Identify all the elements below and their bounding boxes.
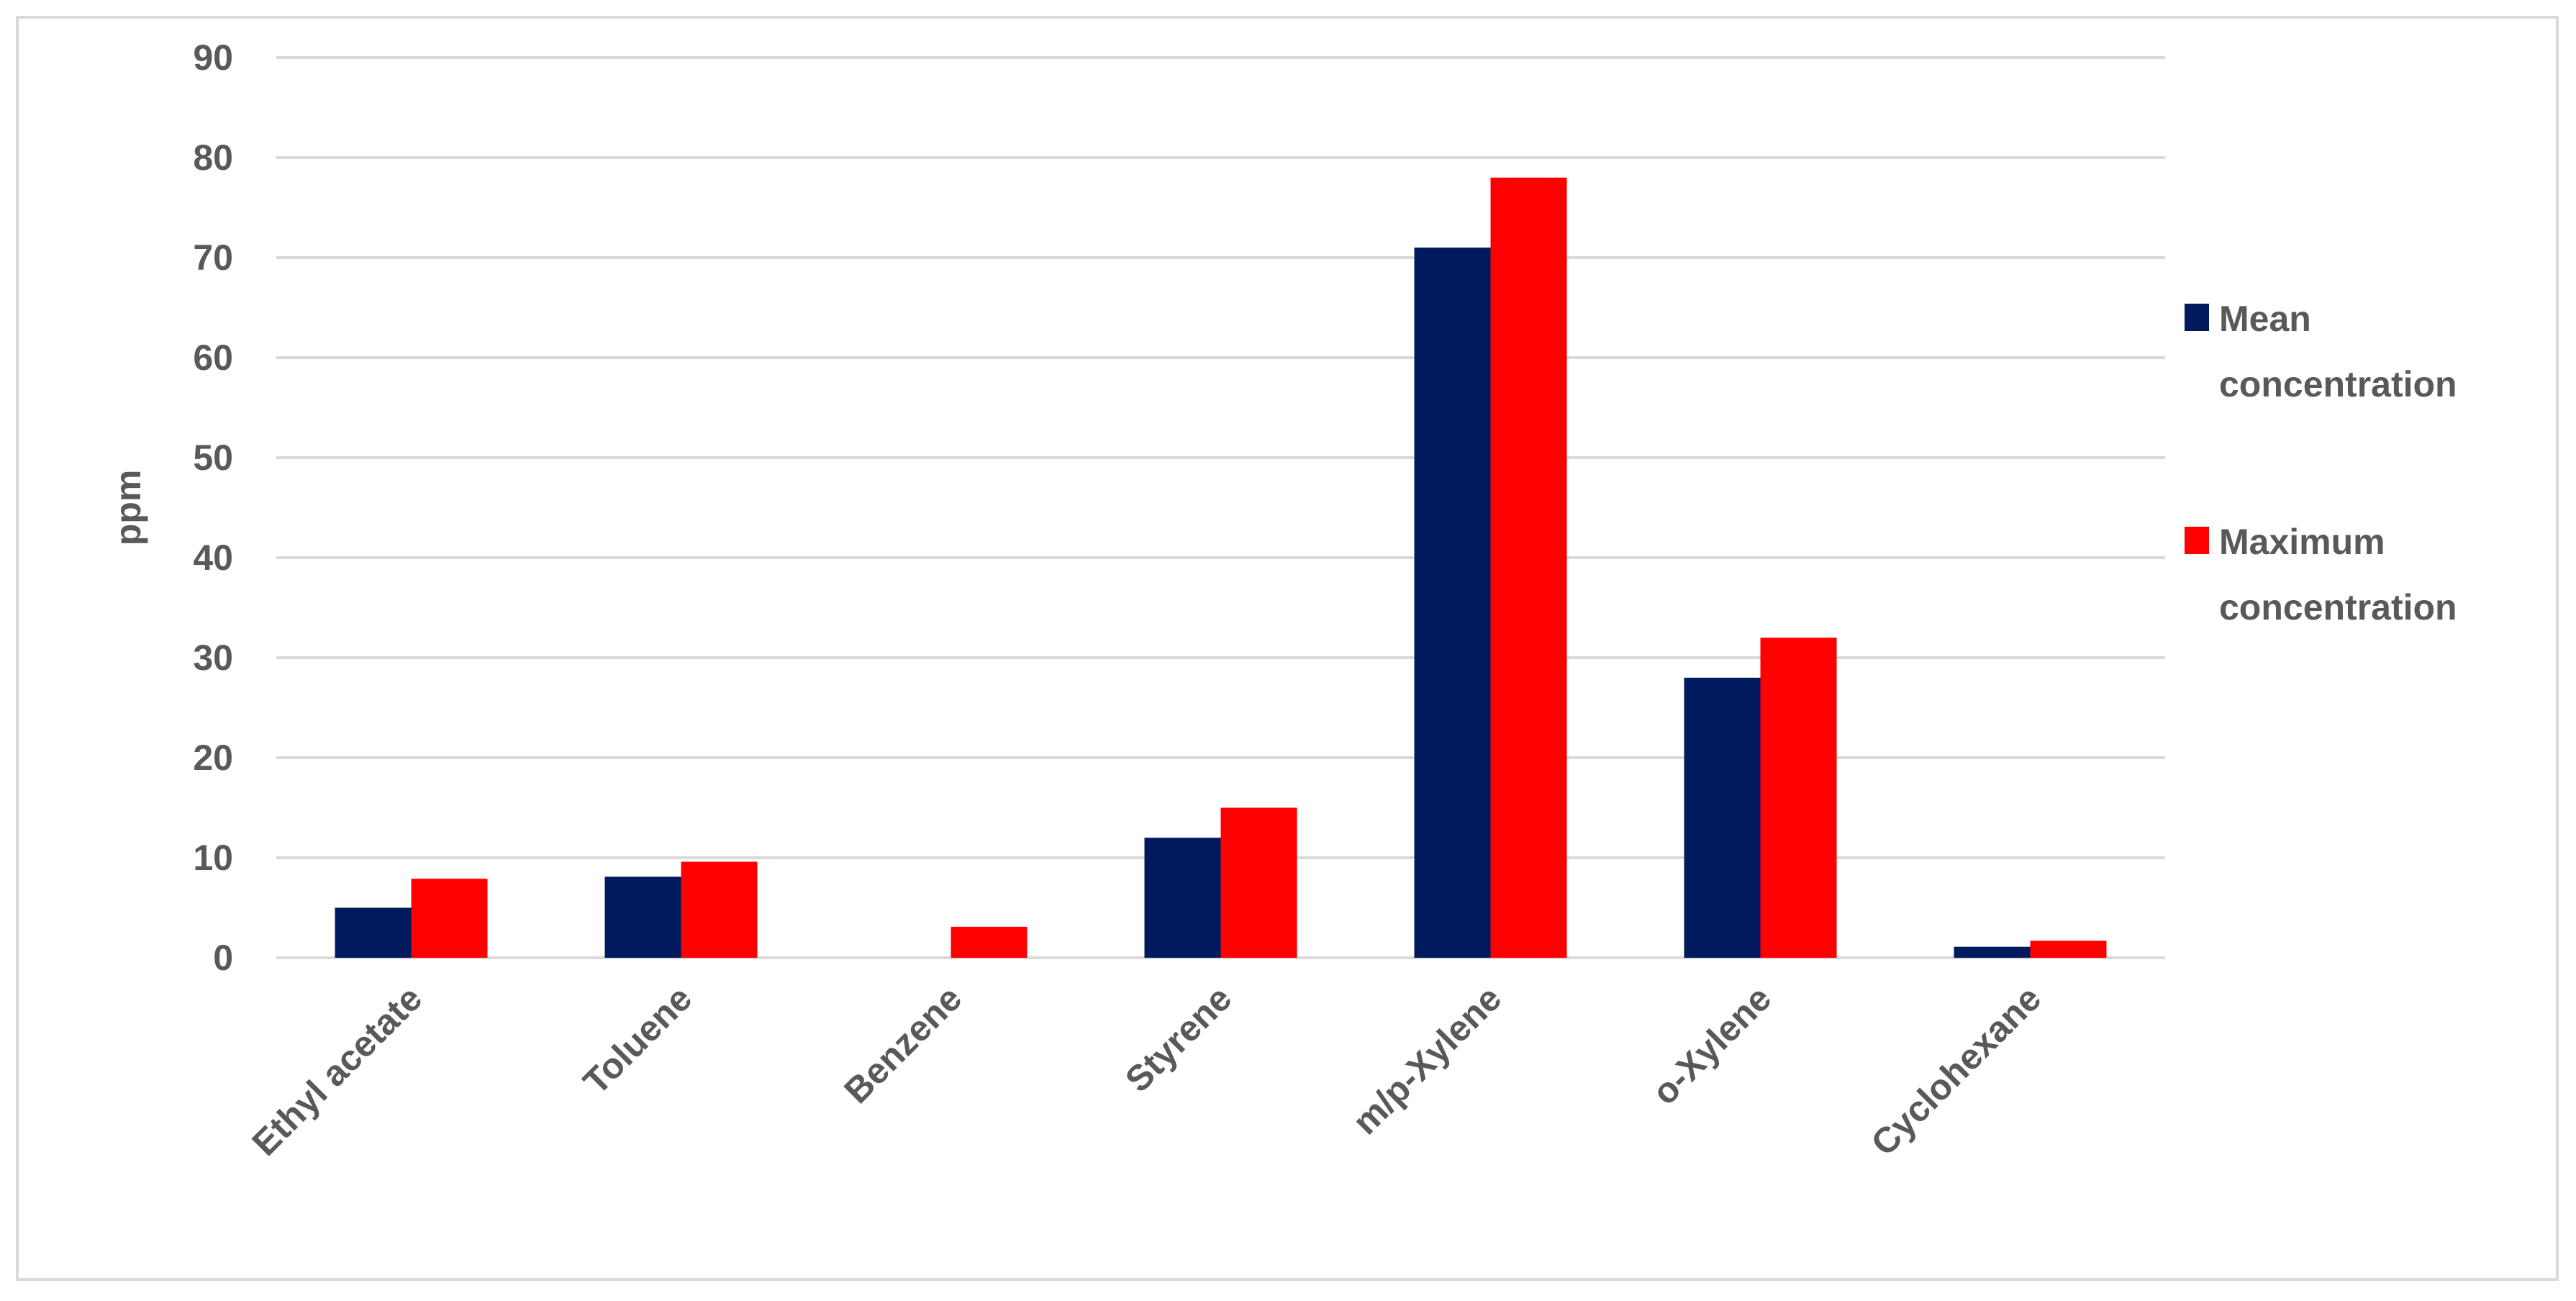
y-tick-label: 60 xyxy=(193,337,233,378)
x-tick-label: Cyclohexane xyxy=(1864,978,2049,1164)
legend-label: concentration xyxy=(2219,587,2457,627)
bar-max xyxy=(2030,940,2107,958)
x-tick-label: Styrene xyxy=(1117,978,1239,1100)
y-tick-label: 30 xyxy=(193,638,233,678)
y-tick-label: 50 xyxy=(193,438,233,478)
x-tick-label: Ethyl acetate xyxy=(245,978,430,1164)
legend-label: Maximum xyxy=(2219,522,2385,562)
bar-max xyxy=(411,879,488,958)
y-tick-label: 20 xyxy=(193,738,233,778)
legend-label: concentration xyxy=(2219,364,2457,404)
bar-max xyxy=(1760,638,1837,958)
bar-mean xyxy=(1414,248,1491,958)
y-tick-label: 70 xyxy=(193,237,233,278)
y-tick-label: 0 xyxy=(213,938,233,978)
bar-mean xyxy=(1954,946,2031,958)
x-tick-label: o-Xylene xyxy=(1644,978,1779,1112)
x-tick-label: Toluene xyxy=(576,978,700,1102)
y-axis-label: ppm xyxy=(108,470,148,546)
y-tick-label: 10 xyxy=(193,838,233,878)
bar-mean xyxy=(1684,677,1761,958)
bar-max xyxy=(681,861,758,958)
bar-mean xyxy=(335,907,412,958)
bar-max xyxy=(1220,807,1297,958)
y-tick-label: 40 xyxy=(193,538,233,578)
x-tick-label: m/p-Xylene xyxy=(1345,978,1509,1142)
y-tick-label: 90 xyxy=(193,37,233,78)
legend-swatch xyxy=(2185,304,2209,331)
x-tick-label: Benzene xyxy=(836,978,969,1111)
bar-mean xyxy=(1144,838,1221,958)
bar-max xyxy=(951,926,1028,958)
bar-max xyxy=(1490,177,1567,958)
chart-frame xyxy=(16,16,2559,1281)
legend-label: Mean xyxy=(2219,299,2311,339)
legend-swatch xyxy=(2185,527,2209,554)
bar-mean xyxy=(604,876,681,958)
y-tick-label: 80 xyxy=(193,137,233,178)
